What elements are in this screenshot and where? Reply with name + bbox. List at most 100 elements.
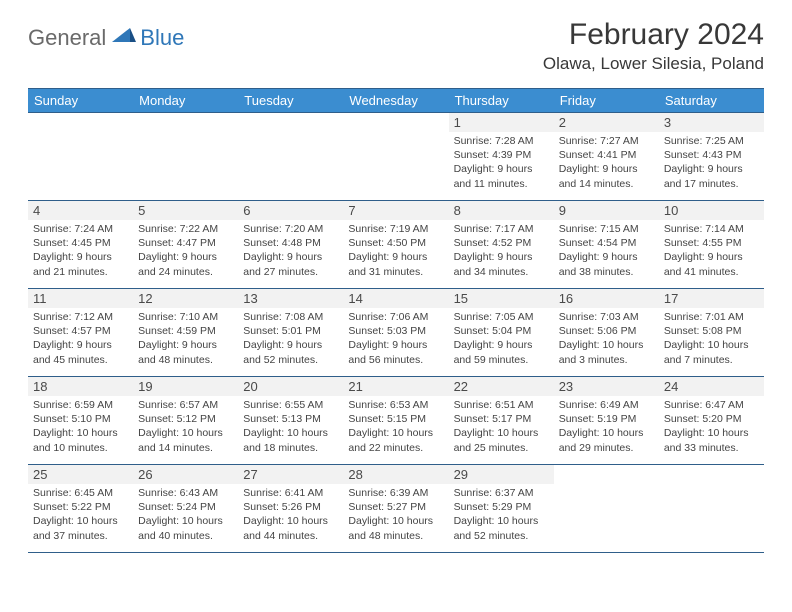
- daylight-line: Daylight: 10 hours: [243, 514, 338, 528]
- day-number: 22: [449, 377, 554, 396]
- daylight-line: Daylight: 9 hours: [664, 250, 759, 264]
- sunset-line: Sunset: 5:03 PM: [348, 324, 443, 338]
- sunset-line: Sunset: 4:47 PM: [138, 236, 233, 250]
- daylight-line: and 48 minutes.: [348, 529, 443, 543]
- calendar-day-cell: 27Sunrise: 6:41 AMSunset: 5:26 PMDayligh…: [238, 465, 343, 553]
- day-number: 12: [133, 289, 238, 308]
- calendar-day-cell: 25Sunrise: 6:45 AMSunset: 5:22 PMDayligh…: [28, 465, 133, 553]
- sunrise-line: Sunrise: 7:28 AM: [454, 134, 549, 148]
- sunset-line: Sunset: 5:29 PM: [454, 500, 549, 514]
- daylight-line: Daylight: 9 hours: [348, 250, 443, 264]
- calendar-day-cell: 10Sunrise: 7:14 AMSunset: 4:55 PMDayligh…: [659, 201, 764, 289]
- daylight-line: Daylight: 9 hours: [33, 338, 128, 352]
- day-number: 11: [28, 289, 133, 308]
- calendar-body: 1Sunrise: 7:28 AMSunset: 4:39 PMDaylight…: [28, 113, 764, 553]
- daylight-line: and 22 minutes.: [348, 441, 443, 455]
- sunset-line: Sunset: 5:06 PM: [559, 324, 654, 338]
- daylight-line: Daylight: 9 hours: [454, 338, 549, 352]
- sunset-line: Sunset: 5:12 PM: [138, 412, 233, 426]
- sunrise-line: Sunrise: 6:59 AM: [33, 398, 128, 412]
- daylight-line: Daylight: 10 hours: [138, 426, 233, 440]
- sunrise-line: Sunrise: 6:47 AM: [664, 398, 759, 412]
- calendar-day-cell: [238, 113, 343, 201]
- day-number: 15: [449, 289, 554, 308]
- daylight-line: and 38 minutes.: [559, 265, 654, 279]
- sunset-line: Sunset: 4:48 PM: [243, 236, 338, 250]
- sunset-line: Sunset: 5:22 PM: [33, 500, 128, 514]
- sunset-line: Sunset: 5:17 PM: [454, 412, 549, 426]
- sunset-line: Sunset: 4:50 PM: [348, 236, 443, 250]
- calendar-week-row: 11Sunrise: 7:12 AMSunset: 4:57 PMDayligh…: [28, 289, 764, 377]
- calendar-day-cell: 20Sunrise: 6:55 AMSunset: 5:13 PMDayligh…: [238, 377, 343, 465]
- calendar-day-cell: [133, 113, 238, 201]
- daylight-line: and 25 minutes.: [454, 441, 549, 455]
- sunset-line: Sunset: 5:15 PM: [348, 412, 443, 426]
- calendar-day-cell: [554, 465, 659, 553]
- sunset-line: Sunset: 5:19 PM: [559, 412, 654, 426]
- daylight-line: Daylight: 9 hours: [243, 250, 338, 264]
- sunset-line: Sunset: 4:55 PM: [664, 236, 759, 250]
- calendar-day-cell: [343, 113, 448, 201]
- calendar-day-cell: 17Sunrise: 7:01 AMSunset: 5:08 PMDayligh…: [659, 289, 764, 377]
- calendar-day-cell: 2Sunrise: 7:27 AMSunset: 4:41 PMDaylight…: [554, 113, 659, 201]
- day-number: 21: [343, 377, 448, 396]
- daylight-line: and 24 minutes.: [138, 265, 233, 279]
- daylight-line: Daylight: 10 hours: [454, 426, 549, 440]
- sunrise-line: Sunrise: 7:25 AM: [664, 134, 759, 148]
- daylight-line: and 31 minutes.: [348, 265, 443, 279]
- daylight-line: and 56 minutes.: [348, 353, 443, 367]
- daylight-line: and 14 minutes.: [559, 177, 654, 191]
- daylight-line: Daylight: 9 hours: [348, 338, 443, 352]
- calendar-day-cell: 12Sunrise: 7:10 AMSunset: 4:59 PMDayligh…: [133, 289, 238, 377]
- title-block: February 2024 Olawa, Lower Silesia, Pola…: [543, 18, 764, 74]
- day-number: 19: [133, 377, 238, 396]
- calendar-day-cell: 24Sunrise: 6:47 AMSunset: 5:20 PMDayligh…: [659, 377, 764, 465]
- daylight-line: and 18 minutes.: [243, 441, 338, 455]
- day-number: 26: [133, 465, 238, 484]
- calendar-day-cell: 14Sunrise: 7:06 AMSunset: 5:03 PMDayligh…: [343, 289, 448, 377]
- day-number: 4: [28, 201, 133, 220]
- day-number: 3: [659, 113, 764, 132]
- calendar-day-cell: 28Sunrise: 6:39 AMSunset: 5:27 PMDayligh…: [343, 465, 448, 553]
- sunset-line: Sunset: 4:59 PM: [138, 324, 233, 338]
- daylight-line: Daylight: 10 hours: [243, 426, 338, 440]
- calendar-day-cell: 13Sunrise: 7:08 AMSunset: 5:01 PMDayligh…: [238, 289, 343, 377]
- day-number: 5: [133, 201, 238, 220]
- sunrise-line: Sunrise: 7:12 AM: [33, 310, 128, 324]
- sunrise-line: Sunrise: 7:14 AM: [664, 222, 759, 236]
- daylight-line: and 52 minutes.: [243, 353, 338, 367]
- day-number: 17: [659, 289, 764, 308]
- sunrise-line: Sunrise: 7:22 AM: [138, 222, 233, 236]
- calendar-table: SundayMondayTuesdayWednesdayThursdayFrid…: [28, 88, 764, 553]
- daylight-line: Daylight: 10 hours: [138, 514, 233, 528]
- daylight-line: and 34 minutes.: [454, 265, 549, 279]
- sunset-line: Sunset: 4:52 PM: [454, 236, 549, 250]
- day-number: 6: [238, 201, 343, 220]
- calendar-day-cell: 7Sunrise: 7:19 AMSunset: 4:50 PMDaylight…: [343, 201, 448, 289]
- day-number: 9: [554, 201, 659, 220]
- logo-text-general: General: [28, 25, 106, 51]
- sunrise-line: Sunrise: 7:08 AM: [243, 310, 338, 324]
- calendar-day-cell: 5 Sunrise: 7:22 AMSunset: 4:47 PMDaylight…: [133, 201, 238, 289]
- weekday-header: Tuesday: [238, 89, 343, 113]
- daylight-line: Daylight: 10 hours: [664, 426, 759, 440]
- sunrise-line: Sunrise: 6:55 AM: [243, 398, 338, 412]
- daylight-line: Daylight: 10 hours: [664, 338, 759, 352]
- daylight-line: and 27 minutes.: [243, 265, 338, 279]
- daylight-line: Daylight: 9 hours: [138, 250, 233, 264]
- sunrise-line: Sunrise: 7:05 AM: [454, 310, 549, 324]
- daylight-line: and 33 minutes.: [664, 441, 759, 455]
- sunset-line: Sunset: 4:43 PM: [664, 148, 759, 162]
- daylight-line: and 48 minutes.: [138, 353, 233, 367]
- day-number: 18: [28, 377, 133, 396]
- daylight-line: and 7 minutes.: [664, 353, 759, 367]
- calendar-day-cell: [28, 113, 133, 201]
- sunrise-line: Sunrise: 7:06 AM: [348, 310, 443, 324]
- day-number: 27: [238, 465, 343, 484]
- daylight-line: Daylight: 9 hours: [454, 162, 549, 176]
- sunset-line: Sunset: 5:04 PM: [454, 324, 549, 338]
- daylight-line: and 10 minutes.: [33, 441, 128, 455]
- sunrise-line: Sunrise: 7:27 AM: [559, 134, 654, 148]
- sunrise-line: Sunrise: 7:20 AM: [243, 222, 338, 236]
- calendar-day-cell: 11Sunrise: 7:12 AMSunset: 4:57 PMDayligh…: [28, 289, 133, 377]
